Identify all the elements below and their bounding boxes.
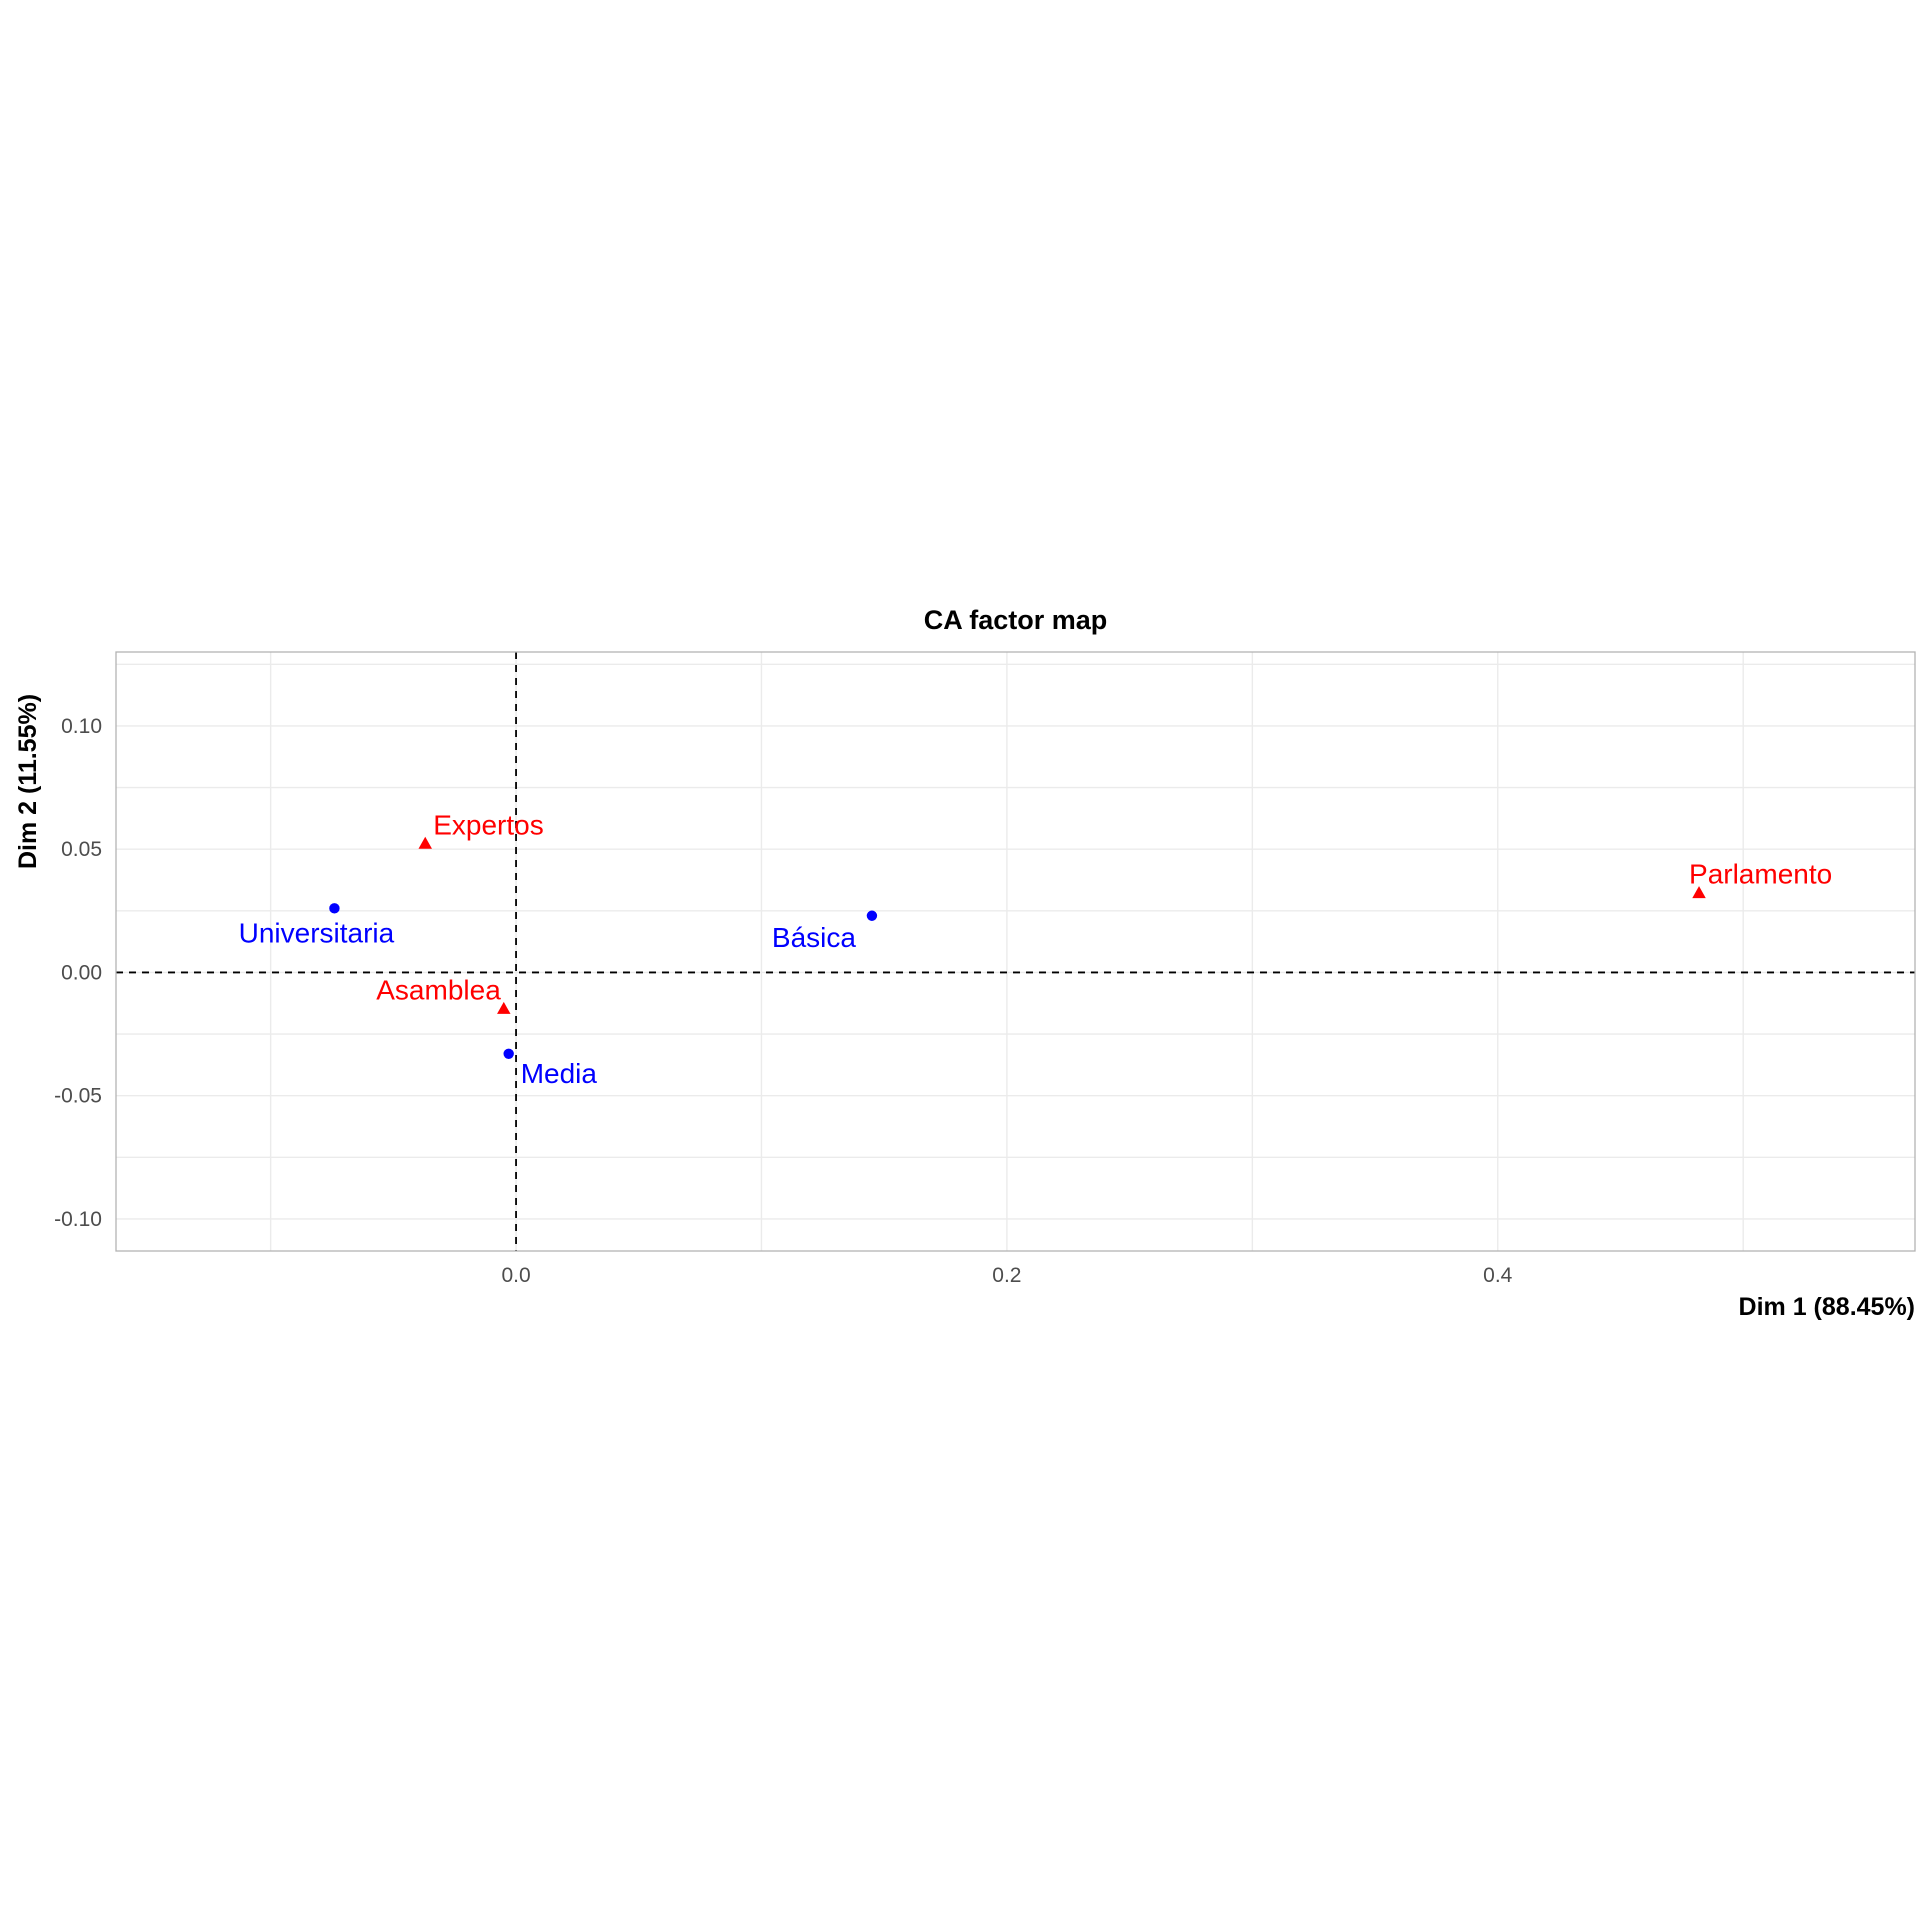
x-tick-label: 0.2 (992, 1264, 1021, 1287)
point-labels: Universitaria Básica Media Expertos Parlamen… (239, 809, 1833, 1089)
x-axis-ticks: 0.0 0.2 0.4 (501, 1264, 1512, 1287)
y-tick-label: 0.00 (61, 961, 102, 984)
reference-lines (116, 652, 1915, 1251)
point-basica (866, 910, 878, 921)
point-media (503, 1048, 514, 1059)
label-basica: Básica (772, 922, 856, 953)
y-tick-label: 0.05 (61, 838, 102, 861)
x-tick-label: 0.4 (1483, 1264, 1513, 1287)
data-points (329, 836, 1706, 1059)
label-parlamento: Parlamento (1689, 859, 1832, 890)
label-universitaria: Universitaria (239, 917, 395, 948)
label-expertos: Expertos (433, 809, 543, 840)
x-tick-label: 0.0 (501, 1264, 530, 1287)
point-parlamento (1692, 886, 1706, 899)
label-media: Media (521, 1058, 598, 1089)
y-tick-label: -0.05 (54, 1085, 102, 1108)
y-tick-label: -0.10 (54, 1208, 102, 1231)
point-asamblea (497, 1001, 511, 1014)
x-axis-title: Dim 1 (88.45%) (1739, 1293, 1915, 1321)
point-expertos (418, 836, 432, 849)
point-universitaria (329, 903, 340, 914)
y-axis-title: Dim 2 (11.55%) (14, 694, 42, 869)
chart-title: CA factor map (924, 605, 1108, 635)
panel-border (115, 651, 1916, 1252)
y-tick-label: 0.10 (61, 715, 102, 738)
label-asamblea: Asamblea (376, 974, 501, 1005)
y-axis-ticks: -0.10 -0.05 0.00 0.05 0.10 (54, 715, 102, 1231)
